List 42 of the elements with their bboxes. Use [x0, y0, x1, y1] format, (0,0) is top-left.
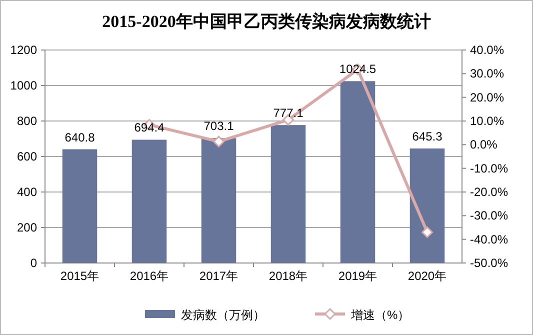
y2-tick-label: -30.0% — [470, 208, 508, 223]
y-tick-label: 1200 — [10, 43, 38, 57]
y2-tick-label: -20.0% — [470, 185, 508, 199]
data-label: 1024.5 — [339, 62, 376, 76]
bar — [410, 148, 445, 263]
legend: 增速（%） — [315, 308, 410, 322]
y-tick-label: 400 — [16, 185, 38, 199]
x-tick-label: 2018年 — [268, 269, 308, 283]
x-tick-label: 2016年 — [130, 269, 169, 283]
legend-label: 增速（%） — [350, 308, 410, 322]
y-tick-label: 200 — [16, 220, 38, 234]
y-tick-label: 1000 — [10, 78, 38, 92]
bar — [340, 81, 376, 263]
y2-tick-label: -10.0% — [470, 161, 508, 176]
y-tick-label: 800 — [16, 114, 38, 128]
point — [422, 226, 433, 238]
legend: 发病数（万例） — [145, 308, 265, 322]
data-label: 703.1 — [204, 119, 234, 134]
y2-tick-label: 10.0% — [470, 114, 504, 128]
data-label: 777.1 — [273, 106, 304, 120]
y-tick-label: 0 — [30, 256, 38, 270]
data-label: 694.4 — [134, 120, 165, 135]
bar — [132, 140, 167, 263]
y2-tick-label: 40.0% — [470, 43, 504, 57]
data-label: 645.3 — [412, 129, 443, 144]
chart-title: 2015-2020年中国甲乙丙类传染病发病数统计 — [102, 12, 431, 31]
data-label: 640.8 — [64, 130, 96, 144]
y2-tick-label: 0.0% — [470, 138, 498, 152]
legend-label: 发病数（万例） — [181, 308, 265, 322]
y2-tick-label: -40.0% — [470, 232, 508, 246]
y2-tick-label: 30.0% — [470, 66, 504, 81]
bar — [62, 149, 98, 263]
x-tick-label: 2015年 — [60, 269, 100, 283]
x-tick-label: 2017年 — [199, 269, 238, 283]
y2-tick-label: 20.0% — [470, 90, 504, 104]
bar — [201, 138, 236, 263]
bar — [270, 125, 306, 263]
y2-tick-label: -50.0% — [470, 256, 508, 270]
point — [213, 136, 224, 148]
x-tick-label: 2020年 — [408, 269, 447, 283]
y-tick-label: 600 — [16, 150, 38, 164]
x-tick-label: 2019年 — [338, 269, 378, 283]
